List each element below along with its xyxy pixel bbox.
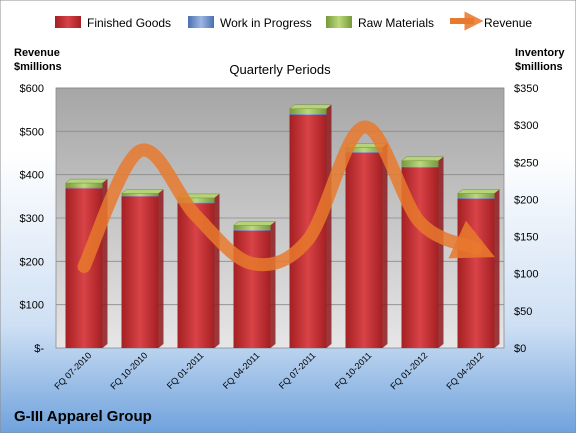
bar-side-face <box>270 221 276 348</box>
bar-raw-materials <box>401 160 439 167</box>
bar-finished-goods <box>345 152 383 348</box>
left-axis-title-line2: $millions <box>14 61 62 73</box>
bar-side-face <box>214 193 220 348</box>
bar-top-cap <box>64 178 109 184</box>
left-axis-tick-label: $200 <box>20 256 44 268</box>
left-axis-tick-label: $500 <box>20 126 44 138</box>
bar-top-cap <box>232 221 277 226</box>
company-name: G-III Apparel Group <box>14 408 152 425</box>
bar-work-in-progress <box>401 166 439 168</box>
bar-raw-materials <box>289 108 327 114</box>
bar-raw-materials <box>65 183 103 188</box>
revenue-line-layer <box>77 120 495 274</box>
bar-raw-materials <box>177 197 215 203</box>
bar-raw-materials <box>233 225 271 230</box>
bar-top-cap <box>288 104 333 110</box>
right-axis-ticks: $0 $50 $100 $150 $200 $250 $300 $350 <box>514 83 538 355</box>
legend-label-raw-materials: Raw Materials <box>358 16 434 30</box>
bar-side-face <box>158 189 164 348</box>
bar-work-in-progress <box>65 187 103 189</box>
right-axis-tick-label: $100 <box>514 269 538 281</box>
right-axis-tick-label: $50 <box>514 306 532 318</box>
bar-work-in-progress <box>457 197 495 199</box>
left-axis-tick-label: $400 <box>20 170 44 182</box>
bar-finished-goods <box>121 196 159 348</box>
legend-swatch-raw-materials <box>326 16 352 28</box>
bar-work-in-progress <box>177 202 215 204</box>
revenue-line <box>77 120 495 274</box>
legend-swatch-finished-goods <box>55 16 81 28</box>
bar-side-face <box>438 156 444 348</box>
bar-top-cap <box>400 156 445 162</box>
right-axis-tick-label: $150 <box>514 232 538 244</box>
bar-work-in-progress <box>233 229 271 231</box>
chart-subtitle: Quarterly Periods <box>229 62 331 77</box>
legend-swatch-work-in-progress <box>188 16 214 28</box>
legend-label-work-in-progress: Work in Progress <box>220 16 312 30</box>
left-axis-tick-label: $100 <box>20 300 44 312</box>
bar-side-face <box>382 143 388 348</box>
right-axis-tick-label: $200 <box>514 194 538 206</box>
legend-label-revenue: Revenue <box>484 16 532 30</box>
right-axis-tick-label: $350 <box>514 83 538 95</box>
bar-raw-materials <box>345 147 383 152</box>
right-axis-tick-label: $250 <box>514 157 538 169</box>
left-axis-tick-label: $600 <box>20 83 44 95</box>
right-axis-title-line2: $millions <box>515 61 563 73</box>
bar-raw-materials <box>121 193 159 196</box>
left-axis-title-line1: Revenue <box>14 47 60 59</box>
bar-work-in-progress <box>289 114 327 115</box>
bar-work-in-progress <box>345 151 383 153</box>
right-axis-tick-label: $0 <box>514 343 526 355</box>
legend: Finished Goods Work in Progress Raw Mate… <box>55 11 532 31</box>
bar-side-face <box>494 189 500 348</box>
legend-label-finished-goods: Finished Goods <box>87 16 171 30</box>
right-axis-title-line1: Inventory <box>515 47 565 59</box>
left-axis-tick-label: $300 <box>20 213 44 225</box>
left-axis-tick-label: $- <box>34 343 44 355</box>
bar-top-cap <box>120 189 165 194</box>
bar-side-face <box>326 104 332 348</box>
right-axis-tick-label: $300 <box>514 120 538 132</box>
bar-work-in-progress <box>121 195 159 197</box>
left-axis-ticks: $- $100 $200 $300 $400 $500 $600 <box>20 83 45 355</box>
bar-finished-goods <box>233 230 271 348</box>
bar-raw-materials <box>457 193 495 198</box>
bar-finished-goods <box>457 198 495 348</box>
bar-top-cap <box>456 189 501 194</box>
